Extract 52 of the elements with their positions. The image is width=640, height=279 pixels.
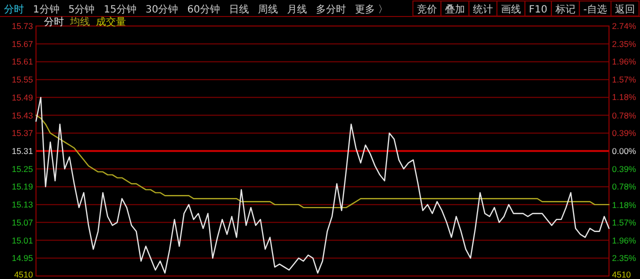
y2-tick-label: 0.78% <box>612 110 637 120</box>
y2-tick-label: 2.74% <box>612 21 637 31</box>
text: 5分钟 <box>68 4 95 16</box>
text: -自选 <box>583 4 607 16</box>
y-tick-label: 15.49 <box>12 92 34 102</box>
text: 15分钟 <box>104 4 136 16</box>
y2-tick-label: 0.00% <box>612 146 637 156</box>
y-tick-label: 15.67 <box>12 38 34 49</box>
text: 1分钟 <box>33 4 60 16</box>
y2-tick-label: 2.35% <box>612 253 637 264</box>
text: F10 <box>528 4 548 16</box>
y-tick-label: 15.37 <box>12 128 34 138</box>
text: 画线 <box>500 4 521 16</box>
text: 叠加 <box>444 4 465 16</box>
annotation: 成交量 <box>96 16 126 28</box>
y2-tick-label: 0.39% <box>612 164 637 174</box>
text: 分时 <box>44 16 64 28</box>
text: 分时 <box>4 4 24 16</box>
y-tick-label: 15.73 <box>12 21 34 31</box>
text: 日线 <box>228 4 249 16</box>
y2-tick-label: 0.78% <box>612 182 637 192</box>
text: 多分时 <box>316 4 346 16</box>
y-tick-label: 15.19 <box>12 182 34 192</box>
y-tick-label: 15.13 <box>12 200 34 210</box>
y2-tick-label: 1.96% <box>612 235 637 246</box>
y2-tick-label: 2.35% <box>612 38 637 49</box>
text: 均线 <box>69 16 90 28</box>
y2-tick-label: 1.18% <box>612 200 637 210</box>
y2-tick-label: 1.57% <box>612 74 637 84</box>
y-tick-label: 14.95 <box>12 253 34 264</box>
y-tick-label: 15.07 <box>12 217 34 228</box>
text: 4510 <box>14 270 34 279</box>
text: 竞价 <box>416 4 437 16</box>
y2-tick-label: 0.39% <box>612 128 637 138</box>
text: 返回 <box>615 4 635 16</box>
y-tick-label: 15.43 <box>12 110 34 120</box>
text: 月线 <box>286 4 307 16</box>
y2-tick-label: 1.57% <box>612 218 637 228</box>
text: 30分钟 <box>145 4 178 16</box>
text: 60分钟 <box>187 4 220 16</box>
text: 更多 〉 <box>354 4 388 16</box>
y2-tick-label: 1.96% <box>612 56 637 67</box>
text: 统计 <box>472 4 493 16</box>
y-tick-label: 15.55 <box>12 74 34 85</box>
y-tick-label: 15.31 <box>12 146 34 156</box>
y-tick-label: 15.61 <box>12 56 34 67</box>
y-tick-label: 15.25 <box>12 164 34 174</box>
text: 标记 <box>554 4 576 16</box>
text: 周线 <box>258 4 278 16</box>
y2-tick-label: 1.18% <box>612 92 637 102</box>
y-tick-label: 15.01 <box>12 235 34 246</box>
text: 4510 <box>612 270 632 279</box>
